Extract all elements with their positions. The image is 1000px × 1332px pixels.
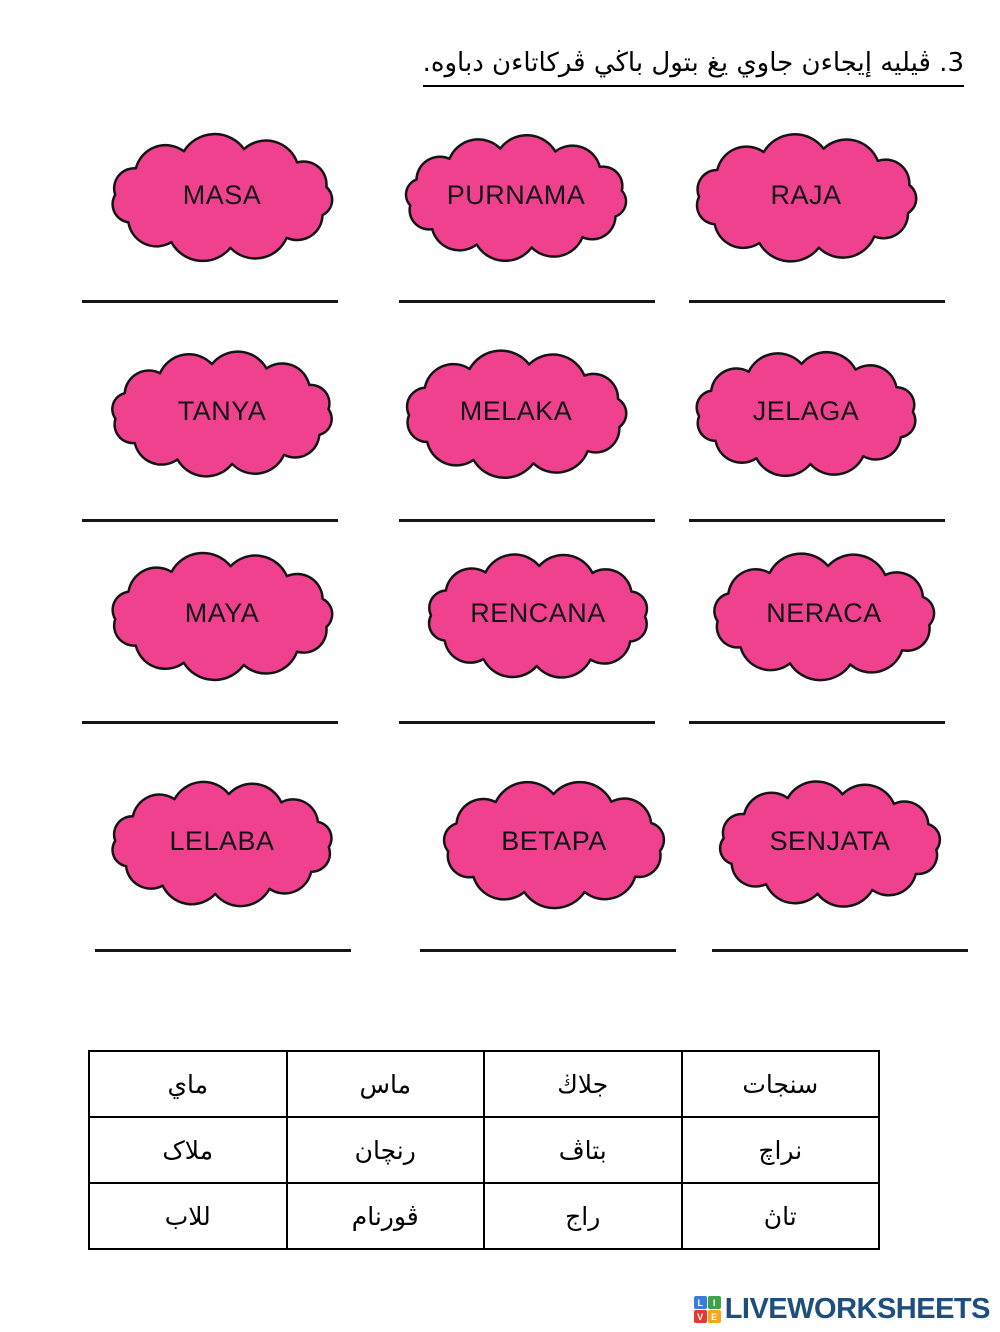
answer-blank[interactable] [689,300,945,303]
answer-blank[interactable] [399,721,655,724]
table-row: ملاک رنچان بتاڤ نراچ [88,1116,880,1184]
answer-blank[interactable] [82,519,338,522]
cloud-word: TANYA [177,396,267,427]
answer-blank[interactable] [689,519,945,522]
jawi-word-table: ماي ماس جلاڬ سنجات ملاک رنچان بتاڤ نراچ … [88,1050,880,1250]
cloud-word: MAYA [184,598,260,629]
table-cell: ملاک [88,1116,288,1184]
brand-text: LIVEWORKSHEETS [724,1293,991,1325]
table-cell: ڤورنام [285,1182,485,1250]
answer-blank[interactable] [82,300,338,303]
cloud-word: SENJATA [769,826,891,857]
word-cloud: JELAGA [676,344,936,484]
cloud-shape-icon [718,780,942,908]
answer-blank[interactable] [82,721,338,724]
answer-blank[interactable] [420,949,676,952]
table-cell: بتاڤ [483,1116,683,1184]
cloud-shape-icon [111,132,334,263]
cloud-word: PURNAMA [446,180,586,211]
cloud-word: RAJA [770,180,842,211]
cloud-shape-icon [442,780,666,910]
cloud-word: MASA [182,180,262,211]
cloud-word: NERACA [766,598,882,629]
word-cloud: LELABA [92,774,352,914]
cloud-word: BETAPA [501,826,607,857]
cloud-shape-icon [111,350,333,478]
cloud-shape-icon [405,349,628,479]
table-cell: تاڽ [680,1182,880,1250]
instruction-text: 3. ڤيليه إيجاءن جاوي يغ بتول باڬي ڤركاتا… [422,44,964,87]
answer-blank[interactable] [399,519,655,522]
cloud-shape-icon [713,552,936,682]
answer-blank[interactable] [689,721,945,724]
answer-blank[interactable] [712,949,968,952]
cloud-shape-icon [111,551,334,682]
table-cell: ماس [285,1050,485,1118]
logo-square-i: I [707,1296,721,1309]
word-cloud: TANYA [92,344,352,484]
logo-square-v: V [693,1310,707,1323]
cloud-shape-icon [111,780,333,908]
cloud-word: MELAKA [459,396,573,427]
table-cell: رنچان [285,1116,485,1184]
word-cloud: MELAKA [386,344,646,484]
table-row: ماي ماس جلاڬ سنجات [88,1050,880,1118]
cloud-word: JELAGA [752,396,860,427]
table-cell: جلاڬ [483,1050,683,1118]
word-cloud: SENJATA [700,774,960,914]
word-cloud: RAJA [676,128,936,268]
table-cell: ماي [88,1050,288,1118]
word-cloud: MAYA [92,546,352,686]
table-cell: سنجات [680,1050,880,1118]
table-cell: راج [483,1182,683,1250]
cloud-shape-icon [427,553,649,679]
cloud-word: RENCANA [470,598,606,629]
logo-square-e: E [707,1310,721,1323]
word-cloud: MASA [92,128,352,268]
liveworksheets-logo-icon: L I V E [693,1296,721,1323]
table-cell: للاب [88,1182,288,1250]
table-row: للاب ڤورنام راج تاڽ [88,1182,880,1250]
answer-blank[interactable] [95,949,351,952]
answer-blank[interactable] [399,300,655,303]
word-cloud: RENCANA [408,546,668,686]
logo-square-l: L [693,1296,707,1309]
liveworksheets-logo[interactable]: L I V E LIVEWORKSHEETS [693,1293,991,1326]
word-cloud: PURNAMA [386,128,646,268]
word-cloud: BETAPA [424,774,684,914]
cloud-word: LELABA [169,826,275,857]
cloud-shape-icon [695,350,917,478]
cloud-shape-icon [404,134,628,262]
table-cell: نراچ [680,1116,880,1184]
cloud-shape-icon [695,133,918,263]
word-cloud: NERACA [694,546,954,686]
